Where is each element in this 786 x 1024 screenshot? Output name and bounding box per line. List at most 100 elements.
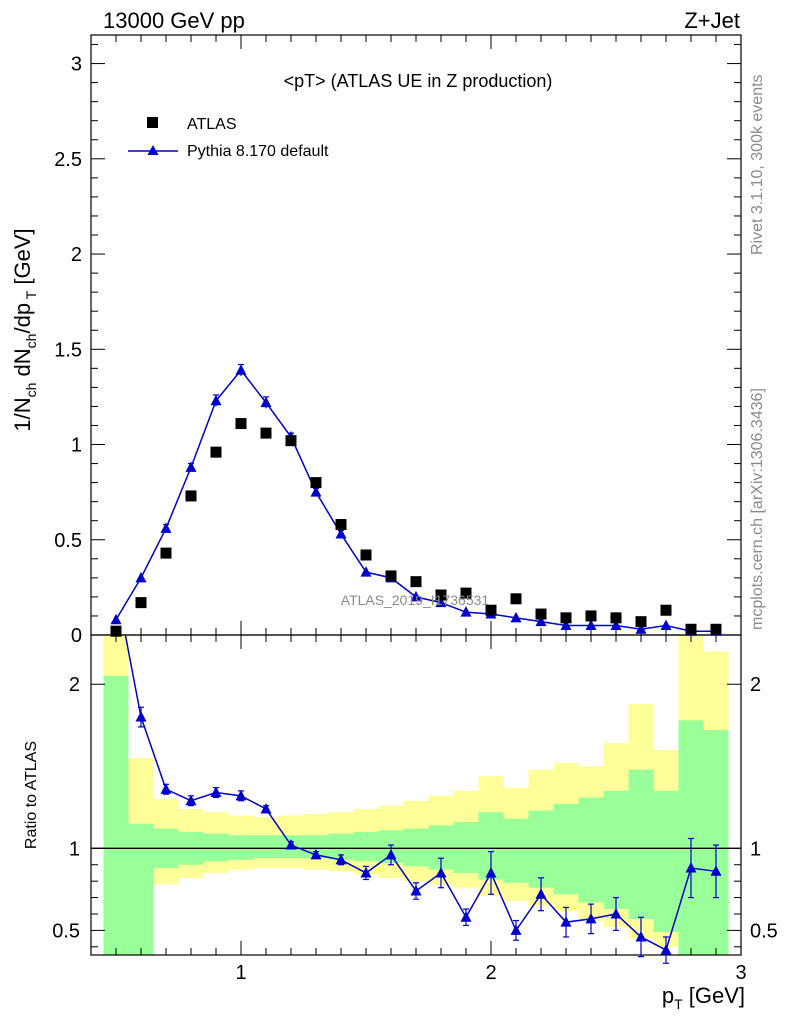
pythia-main-point — [410, 590, 422, 602]
pythia-main-point — [135, 571, 147, 583]
pythia-ratio-point — [585, 912, 597, 924]
pythia-ratio-point — [535, 888, 547, 899]
pythia-main-point — [335, 528, 347, 539]
legend-pythia-label: Pythia 8.170 default — [187, 143, 329, 160]
ratio-inner-band-bin — [553, 804, 579, 895]
ratio-inner-band-bin — [628, 769, 654, 919]
legend-atlas-marker — [147, 117, 158, 128]
pythia-ratio-point — [710, 865, 722, 876]
pythia-ratio-point — [510, 924, 522, 935]
ratio-y-axis-label: Ratio to ATLAS — [23, 741, 40, 849]
x-axis-label: pT [GeV] — [662, 983, 745, 1012]
pythia-ratio-point — [335, 853, 347, 865]
ratio-y-tick-label-right: 0.5 — [750, 920, 778, 942]
x-tick-label: 1 — [235, 962, 246, 984]
pythia-main-point — [585, 619, 597, 630]
pythia-main-point — [160, 522, 172, 533]
main-title: <pT> (ATLAS UE in Z production) — [284, 71, 553, 91]
main-y-tick-label: 1 — [71, 435, 82, 457]
pythia-ratio-point — [685, 862, 697, 873]
pythia-ratio-point — [135, 711, 147, 722]
ratio-y-tick-label: 1 — [69, 838, 80, 860]
legend-pythia-marker — [147, 145, 159, 155]
atlas-data-point — [235, 418, 247, 430]
x-tick-label: 3 — [735, 962, 746, 984]
ratio-y-tick-label: 2 — [69, 674, 80, 696]
pythia-main-point — [610, 619, 622, 630]
pythia-ratio-point — [410, 885, 422, 896]
header-left: 13000 GeV pp — [103, 8, 245, 33]
ratio-inner-band-bin — [103, 676, 129, 955]
pythia-ratio-point — [235, 789, 247, 801]
atlas-data-point — [460, 587, 472, 599]
legend-atlas-label: ATLAS — [187, 116, 237, 133]
x-tick-label: 2 — [485, 962, 496, 984]
pythia-main-point — [460, 606, 472, 617]
atlas-data-point — [560, 612, 572, 624]
text-labels: 13000 GeV pp Z+Jet <pT> (ATLAS UE in Z p… — [10, 8, 766, 1012]
atlas-data-point — [585, 610, 597, 622]
atlas-data-point — [485, 604, 497, 616]
pythia-main-point — [435, 596, 447, 608]
data-marks — [110, 363, 722, 964]
ratio-band-layer — [103, 635, 729, 955]
atlas-data-point — [385, 570, 397, 582]
pythia-ratio-point — [310, 848, 322, 860]
pythia-ratio-point — [185, 794, 197, 806]
legend: ATLAS Pythia 8.170 default — [128, 116, 329, 160]
atlas-data-point — [210, 446, 222, 458]
pythia-ratio-point — [560, 916, 572, 927]
ratio-inner-band-bin — [653, 790, 679, 933]
atlas-data-point — [610, 612, 622, 624]
pythia-ratio-point — [435, 866, 447, 878]
pythia-main-point — [660, 619, 672, 630]
ratio-inner-band-bin — [603, 790, 629, 910]
ratio-inner-band-bin — [403, 828, 429, 867]
ratio-y-tick-label-right: 1 — [750, 838, 761, 860]
pythia-main-point — [235, 364, 247, 375]
ratio-inner-band-bin — [678, 720, 704, 955]
main-y-tick-label: 0.5 — [54, 530, 82, 552]
ratio-inner-band-bin — [353, 831, 379, 862]
pythia-ratio-point — [360, 866, 372, 878]
ratio-inner-band-bin — [453, 822, 479, 873]
atlas-data-point — [335, 519, 347, 531]
atlas-data-point — [185, 490, 197, 502]
pythia-main-point — [110, 613, 122, 625]
pythia-ratio-point — [485, 866, 497, 878]
atlas-data-point — [535, 608, 547, 620]
pythia-main-point — [560, 619, 572, 630]
atlas-data-point — [360, 549, 372, 561]
pythia-ratio-point — [385, 848, 397, 860]
ratio-inner-band-bin — [528, 810, 554, 888]
ratio-inner-band-bin — [228, 835, 254, 860]
rivet-label: Rivet 3.1.10, 300k events — [749, 74, 766, 255]
ratio-inner-band-bin — [578, 797, 604, 903]
main-y-tick-label: 1.5 — [54, 339, 82, 361]
main-y-tick-label: 0 — [71, 625, 82, 647]
atlas-data-point — [435, 589, 447, 601]
atlas-data-point — [285, 435, 297, 447]
main-y-tick-label: 3 — [71, 54, 82, 76]
pythia-main-point — [510, 611, 522, 623]
pythia-main-point — [260, 396, 272, 408]
ratio-y-tick-label: 0.5 — [52, 920, 80, 942]
atlas-data-point — [110, 625, 122, 637]
atlas-data-point — [310, 477, 322, 489]
atlas-data-point — [710, 623, 722, 635]
pythia-ratio-point — [260, 802, 272, 814]
atlas-data-point — [135, 597, 147, 609]
ratio-inner-band-bin — [503, 818, 529, 883]
atlas-data-point — [660, 604, 672, 616]
pythia-ratio-point — [610, 907, 622, 919]
ratio-inner-band-bin — [128, 823, 154, 955]
pythia-ratio-point — [285, 839, 297, 850]
ratio-inner-band-bin — [203, 833, 229, 862]
pythia-main-point — [185, 461, 197, 472]
ratio-inner-band-bin — [253, 835, 279, 859]
mcplots-label: mcplots.cern.ch [arXiv:1306.3436] — [749, 388, 766, 630]
pythia-ratio-point — [210, 786, 222, 798]
main-y-tick-label: 2.5 — [54, 149, 82, 171]
pythia-main-point — [535, 615, 547, 627]
